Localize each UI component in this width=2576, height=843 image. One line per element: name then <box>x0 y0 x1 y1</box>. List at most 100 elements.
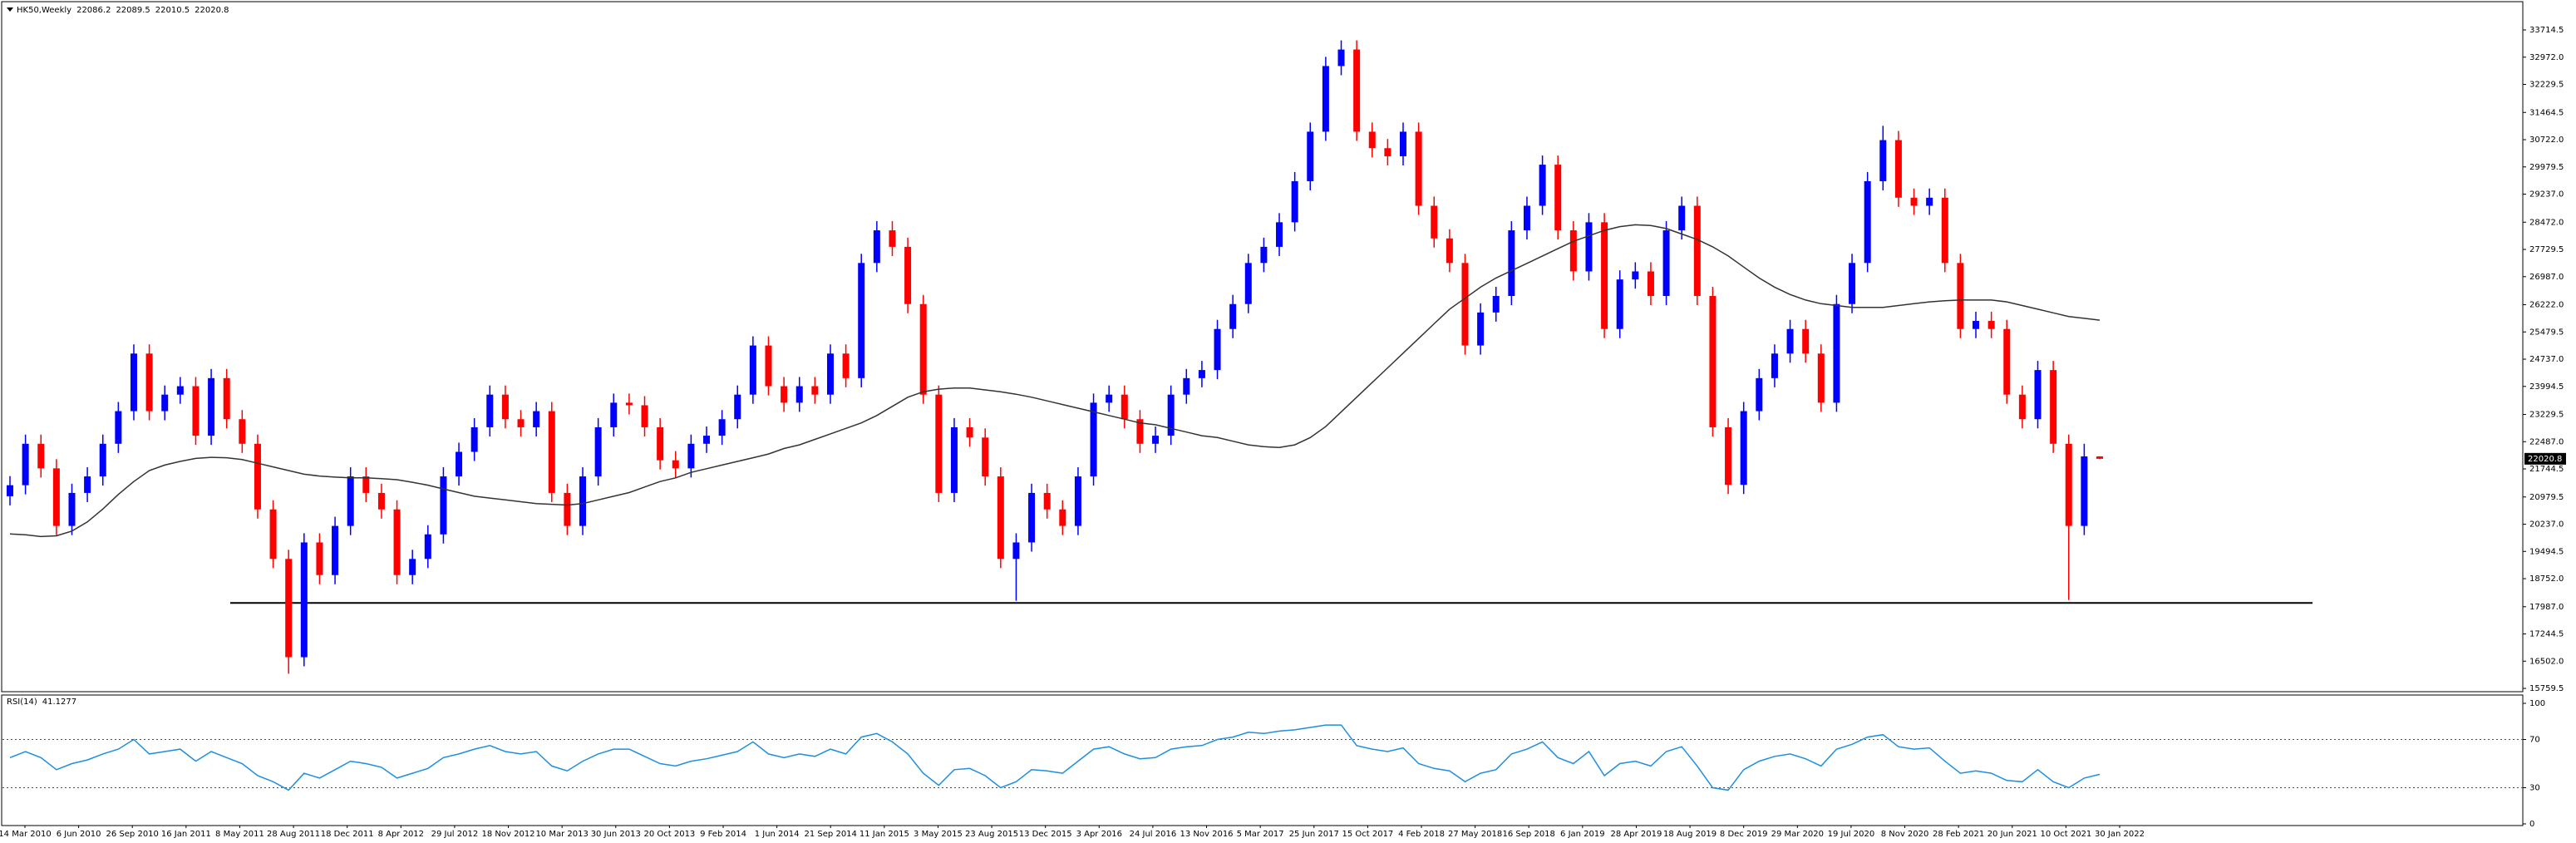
candle-body <box>1043 492 1051 510</box>
candle-body <box>115 411 122 444</box>
candle-body <box>332 525 339 575</box>
candle-body <box>1090 402 1097 477</box>
y-tick-label: 23994.5 <box>2529 382 2564 392</box>
candle-body <box>734 394 741 420</box>
x-tick-label: 18 Nov 2012 <box>482 830 535 839</box>
y-tick-label: 28472.0 <box>2529 218 2564 227</box>
candle-body <box>517 419 525 427</box>
x-tick-label: 6 Jun 2010 <box>57 830 101 839</box>
candle-body <box>1647 271 1654 297</box>
candle-body <box>1817 353 1825 403</box>
candle-body <box>982 437 989 477</box>
x-tick-label: 15 Oct 2017 <box>1342 830 1393 839</box>
x-tick-label: 30 Jan 2022 <box>2095 830 2145 839</box>
moving-average <box>9 224 2101 538</box>
x-tick-label: 21 Sep 2014 <box>805 830 857 839</box>
candle-body <box>966 426 973 438</box>
candle-body <box>564 492 571 526</box>
candle-body <box>1229 303 1237 329</box>
candle-body <box>2003 328 2011 395</box>
last-high: 22089.5 <box>116 6 150 15</box>
candle-body <box>811 386 819 395</box>
candle-body <box>192 386 199 436</box>
x-tick-label: 10 Oct 2021 <box>2040 830 2091 839</box>
candle-body <box>657 426 664 461</box>
candle-body <box>1678 205 1686 231</box>
rsi-tick-label: 70 <box>2529 736 2540 745</box>
candle-body <box>548 411 555 493</box>
rsi-line <box>9 724 2101 791</box>
candle-body <box>176 386 184 395</box>
candle-body <box>765 345 772 387</box>
candle-body <box>1136 419 1144 444</box>
rsi-tick-label: 30 <box>2529 784 2540 793</box>
candle-body <box>52 468 60 526</box>
last-close: 22020.8 <box>195 6 229 15</box>
candle-body <box>533 411 540 427</box>
x-tick-label: 5 Mar 2017 <box>1237 830 1284 839</box>
candle-body <box>1802 328 1810 354</box>
x-tick-label: 26 Sep 2010 <box>106 830 159 839</box>
x-tick-label: 1 Jun 2014 <box>755 830 800 839</box>
candle-body <box>1074 476 1081 526</box>
candle-body <box>1973 321 1980 329</box>
x-tick-label: 19 Jul 2020 <box>1828 830 1875 839</box>
candle-body <box>1693 205 1701 297</box>
candle-body <box>2050 370 2057 444</box>
candle-body <box>1307 131 1314 181</box>
x-tick-label: 30 Jun 2013 <box>591 830 641 839</box>
y-tick-label: 26987.0 <box>2529 273 2564 282</box>
candle-body <box>935 394 943 493</box>
candle-body <box>1941 197 1948 264</box>
y-tick-label: 26222.0 <box>2529 301 2564 310</box>
x-tick-label: 8 Nov 2020 <box>1881 830 1929 839</box>
y-tick-label: 15759.5 <box>2529 684 2564 693</box>
candle-body <box>1957 263 1964 329</box>
x-tick-label: 3 Apr 2016 <box>1076 830 1122 839</box>
candle-body <box>1709 296 1717 427</box>
candle-body <box>1384 148 1391 156</box>
candle-body <box>687 443 695 469</box>
candle-body <box>22 443 29 486</box>
candle-body <box>672 460 679 469</box>
candle-body <box>594 426 602 477</box>
rsi-name: RSI(14) <box>7 698 37 707</box>
y-tick-label: 21744.5 <box>2529 465 2564 474</box>
menu-icon[interactable] <box>7 7 13 12</box>
candle-body <box>1028 492 1036 543</box>
candle-body <box>2018 394 2026 420</box>
candle-body <box>99 443 106 477</box>
rsi-tick-label: 0 <box>2529 820 2534 829</box>
candle-body <box>1833 303 1840 403</box>
x-tick-label: 16 Sep 2018 <box>1503 830 1555 839</box>
candle-body <box>300 542 308 658</box>
x-tick-label: 24 Jul 2016 <box>1130 830 1177 839</box>
x-tick-label: 8 Dec 2019 <box>1720 830 1768 839</box>
rsi-tick-label: 100 <box>2529 699 2545 708</box>
x-tick-label: 9 Feb 2014 <box>700 830 746 839</box>
candle-body <box>1539 165 1546 206</box>
candle-body <box>68 492 76 526</box>
candle-body <box>269 509 277 560</box>
chart-header: HK50,Weekly 22086.2 22089.5 22010.5 22020.8 <box>17 6 229 15</box>
candle-body <box>501 394 509 420</box>
x-tick-label: 20 Jun 2021 <box>1987 830 2037 839</box>
candle-body <box>1167 394 1175 436</box>
candle-body <box>2096 456 2103 459</box>
price-label-box <box>2524 452 2566 465</box>
candle-body <box>1368 131 1376 149</box>
candle-body <box>610 402 618 427</box>
candle-body <box>1446 238 1453 264</box>
candle-body <box>1415 131 1422 206</box>
x-tick-label: 4 Feb 2018 <box>1398 830 1445 839</box>
candle-body <box>7 485 13 496</box>
y-tick-label: 31464.5 <box>2529 108 2564 117</box>
y-tick-label: 24737.0 <box>2529 355 2564 364</box>
candle-body <box>1121 394 1128 420</box>
candle-body <box>486 394 494 427</box>
candle-body <box>1353 49 1361 132</box>
candle-body <box>347 476 354 526</box>
candle-body <box>873 230 880 264</box>
candle-body <box>316 542 323 575</box>
